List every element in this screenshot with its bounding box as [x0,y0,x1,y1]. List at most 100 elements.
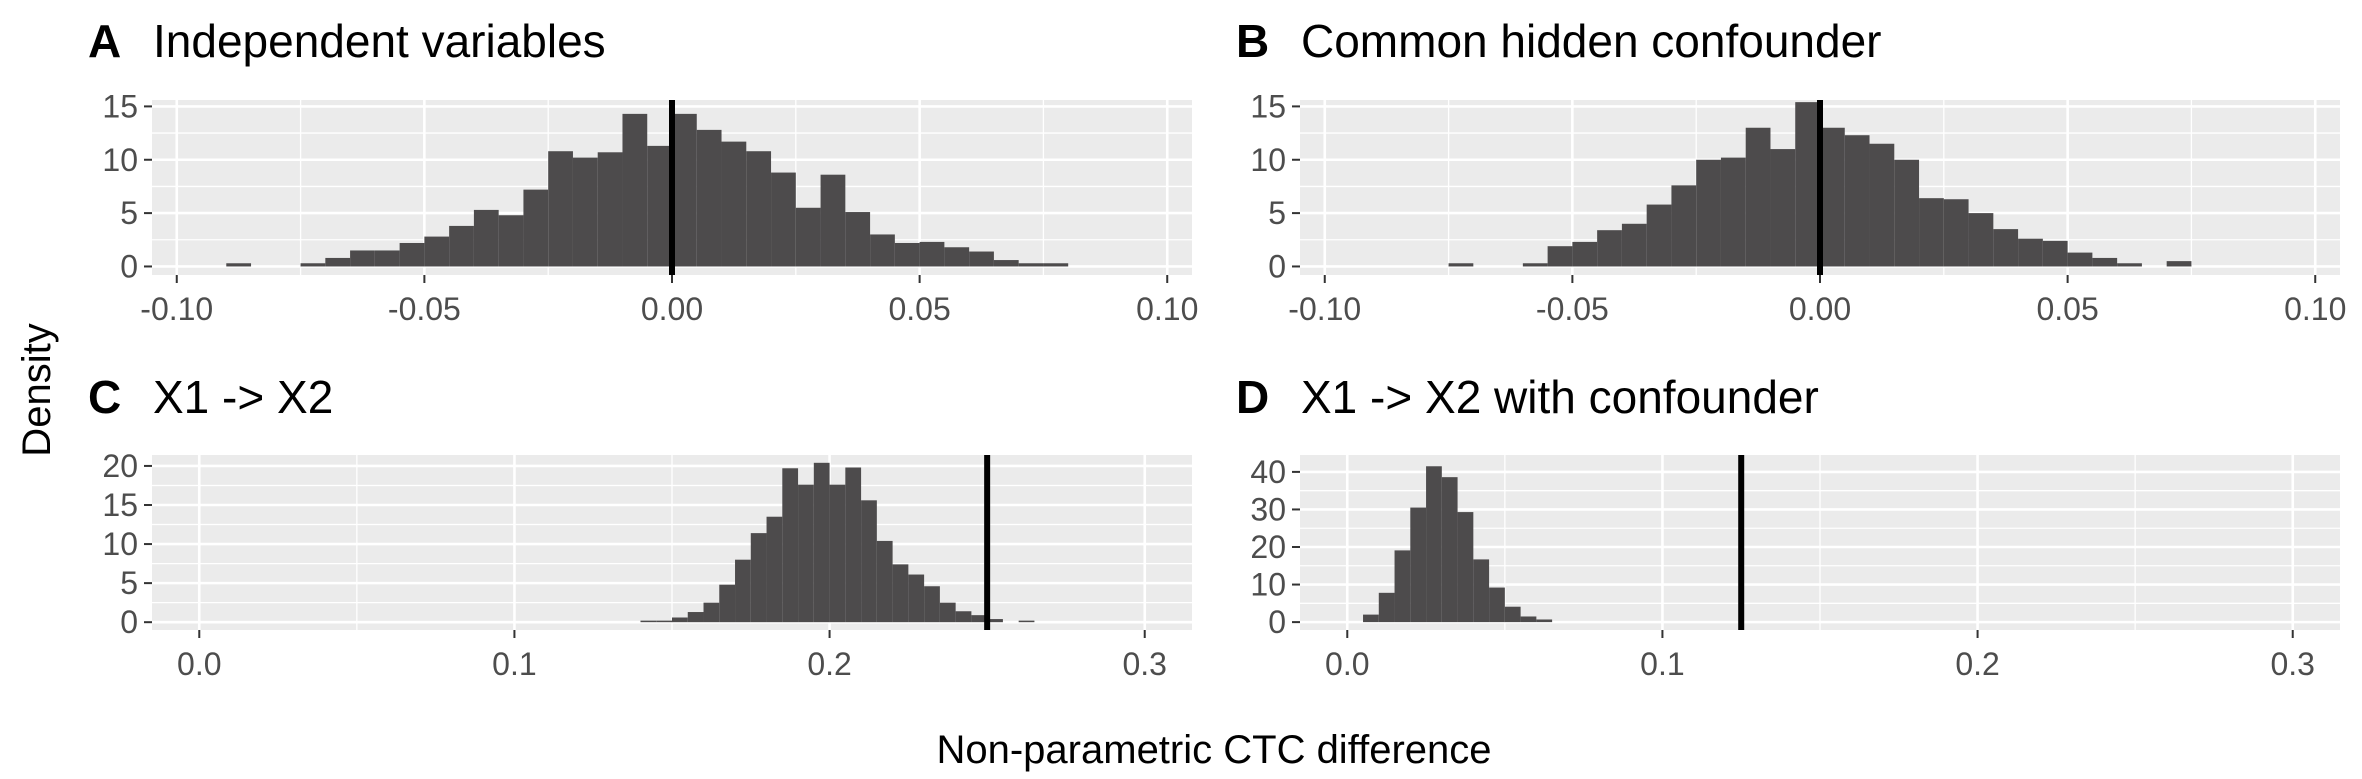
histogram-bar [498,215,524,267]
histogram-bar [473,209,499,267]
x-tick-label: 0.10 [1136,291,1198,327]
histogram-bar [1572,241,1598,267]
histogram-bar [672,113,697,267]
histogram-bar [735,559,751,623]
histogram-bar [2018,238,2043,267]
histogram-bar [987,619,1003,623]
histogram-bar [399,242,425,267]
histogram-bar [1547,246,1573,267]
histogram-bar [2042,240,2068,267]
histogram-bar [1597,230,1622,267]
histogram-bar [640,620,657,623]
panel-a: A Independent variables -0.10 -0.05 0.00 0.… [88,15,1198,327]
y-tick-label: 15 [1250,88,1286,124]
histogram-bar [226,263,252,267]
x-tick-label: 0.05 [2036,291,2098,327]
histogram-bar [1441,477,1458,623]
histogram-bar [939,602,956,623]
histogram-bar [1522,263,1548,267]
x-tick-label: 0.10 [2284,291,2346,327]
histogram-bar [782,468,799,623]
histogram-bar [1489,587,1505,623]
histogram-bar [1621,223,1647,267]
histogram-bar [892,564,909,623]
histogram-bar [647,145,672,267]
y-tick-label: 5 [120,195,138,231]
histogram-bar [829,484,846,623]
y-tick-label: 10 [102,142,138,178]
histogram-bar [1770,149,1796,267]
histogram-bar [622,113,648,267]
histogram-bar [1378,592,1395,623]
y-tick-label: 10 [1250,567,1286,603]
x-tick-label: 0.3 [2270,646,2314,682]
y-axis-label: Density [15,323,59,456]
x-tick-label: -0.05 [388,291,461,327]
y-tick-label: 5 [1268,195,1286,231]
histogram-bar [1394,550,1411,623]
histogram-bar [2166,261,2192,267]
histogram-bar [703,602,720,623]
histogram-bar [795,207,821,267]
x-tick-label: 0.0 [177,646,221,682]
histogram-bar [672,617,688,623]
histogram-bar [719,584,736,623]
x-tick-label: 0.00 [1789,291,1851,327]
histogram-bar [750,533,767,623]
histogram-bar [746,151,772,267]
histogram-bar [820,174,846,267]
histogram-bar [374,250,400,267]
histogram-bar [1410,507,1427,623]
histogram-bar [1504,606,1521,623]
histogram-bar [876,540,893,623]
histogram-bar [993,260,1019,267]
panel-d: D X1 -> X2 with confounder 0.0 0.1 0.2 0.3 0… [1236,371,2340,682]
histogram-bar [919,241,945,267]
histogram-bar [1696,159,1721,267]
histogram-bar [1968,213,1994,267]
histogram-bar [870,234,895,267]
panel-letter: B [1236,15,1269,67]
x-tick-label: 0.0 [1325,646,1369,682]
histogram-bar [325,257,351,267]
histogram-bar [845,212,871,267]
y-tick-label: 0 [120,248,138,284]
histogram-bar [1536,619,1553,623]
x-tick-label: 0.1 [1640,646,1684,682]
y-tick-label: 15 [102,487,138,523]
histogram-bar [656,620,672,623]
panel-title: Independent variables [153,15,606,67]
y-tick-label: 0 [120,604,138,640]
histogram-bar [548,151,573,267]
panel-b: B Common hidden confounder -0.10 -0.05 0.0… [1236,15,2346,327]
y-tick-label: 10 [102,526,138,562]
histogram-bar [696,129,722,267]
panel-letter: A [88,15,121,67]
histogram-bar [1894,159,1920,267]
y-tick-label: 40 [1250,454,1286,490]
histogram-bar [2092,257,2118,267]
histogram-bar [424,236,450,267]
histogram-bar [721,141,747,267]
histogram-bar [350,250,375,267]
histogram-bar [1844,135,1870,267]
histogram-bar [1919,198,1944,267]
histogram-bar [1018,263,1044,267]
histogram-bar [944,247,970,267]
histogram-bar [924,586,940,623]
y-tick-label: 5 [120,565,138,601]
histogram-bar [1043,263,1069,267]
histogram-bar [813,462,830,623]
x-tick-label: 0.2 [1955,646,1999,682]
x-tick-label: 0.05 [888,291,950,327]
x-tick-label: 0.1 [492,646,536,682]
x-axis-label: Non-parametric CTC difference [936,728,1491,772]
y-tick-label: 30 [1250,491,1286,527]
y-tick-label: 20 [102,448,138,484]
x-tick-label: -0.05 [1536,291,1609,327]
histogram-bar [300,263,326,267]
histogram-bar [908,574,925,623]
histogram-bar [1993,229,2019,267]
histogram-bar [1457,512,1474,623]
